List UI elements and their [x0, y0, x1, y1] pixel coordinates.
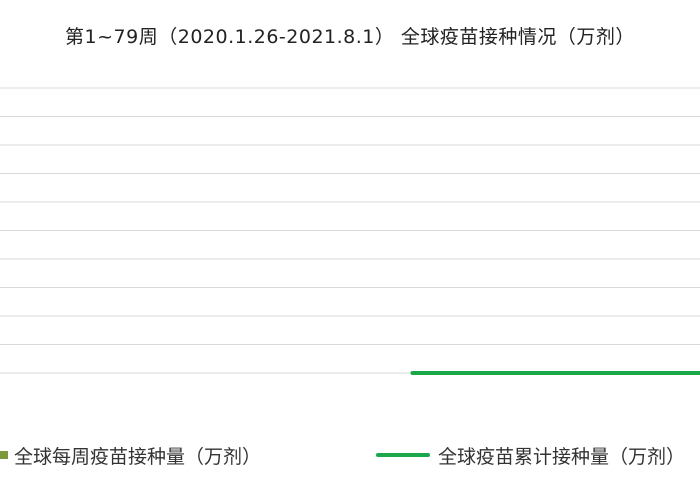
- legend-item-cumulative: 全球疫苗累计接种量（万剂）: [376, 441, 685, 469]
- gridlines: [0, 87, 700, 374]
- legend-item-weekly: 全球每周疫苗接种量（万剂）: [0, 441, 261, 469]
- chart-title: 第1~79周（2020.1.26-2021.8.1） 全球疫苗接种情况（万剂）: [65, 26, 635, 48]
- legend-weekly-swatch: [0, 451, 8, 459]
- legend-cumulative-swatch: [376, 453, 430, 457]
- legend-cumulative-label: 全球疫苗累计接种量（万剂）: [438, 445, 686, 468]
- legend-weekly-label: 全球每周疫苗接种量（万剂）: [14, 445, 262, 468]
